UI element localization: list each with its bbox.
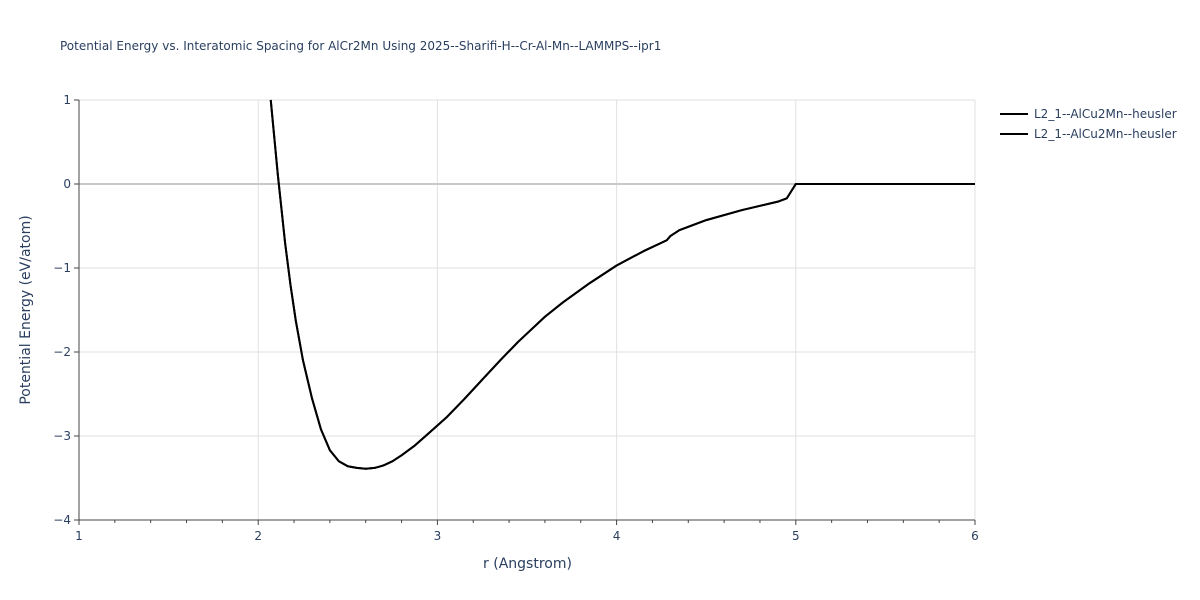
x-tick-label: 5 xyxy=(792,529,800,543)
x-axis: 1 2 3 4 5 6 xyxy=(75,519,979,543)
legend-label: L2_1--AlCu2Mn--heusler xyxy=(1034,107,1177,121)
y-axis: 1 0 −1 −2 −3 −4 xyxy=(53,93,80,527)
grid-lines xyxy=(79,99,976,520)
x-tick-label: 1 xyxy=(75,529,83,543)
y-tick-label: −4 xyxy=(53,513,71,527)
y-tick-label: 1 xyxy=(63,93,71,107)
x-tick-label: 3 xyxy=(434,529,442,543)
series-line xyxy=(269,99,975,470)
y-tick-label: −2 xyxy=(53,345,71,359)
legend-label: L2_1--AlCu2Mn--heusler xyxy=(1034,127,1177,141)
x-tick-label: 6 xyxy=(971,529,979,543)
y-tick-label: −1 xyxy=(53,261,71,275)
series-group xyxy=(269,99,975,470)
chart-title: Potential Energy vs. Interatomic Spacing… xyxy=(60,39,661,53)
y-axis-title: Potential Energy (eV/atom) xyxy=(18,215,34,404)
x-tick-label: 2 xyxy=(254,529,262,543)
y-tick-label: 0 xyxy=(63,177,71,191)
x-axis-title: r (Angstrom) xyxy=(483,556,572,572)
y-tick-label: −3 xyxy=(53,429,71,443)
legend[interactable]: L2_1--AlCu2Mn--heusler L2_1--AlCu2Mn--heu… xyxy=(1000,107,1177,141)
x-tick-label: 4 xyxy=(613,529,621,543)
